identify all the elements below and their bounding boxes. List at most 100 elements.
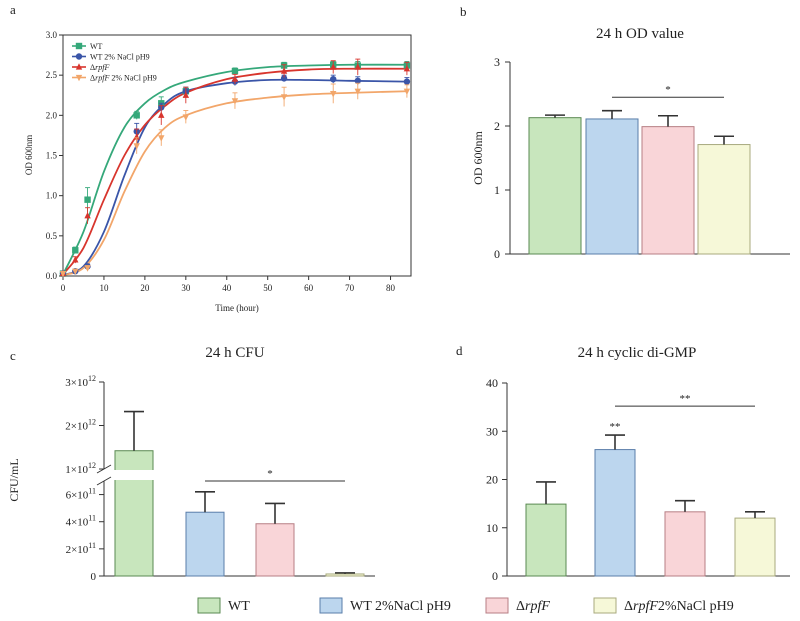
panel-a-legend-label: ΔrpfF (90, 63, 109, 72)
bar (697, 144, 751, 255)
panel-a-legend-marker (75, 74, 83, 82)
panel-a-data-point (403, 88, 411, 96)
panel-a-legend-label: ΔrpfF 2% NaCl pH9 (90, 74, 157, 83)
panel-c-significance: * (205, 468, 345, 482)
panel-a-x-label: Time (hour) (215, 303, 258, 313)
panel-c-y-tick-label: 6×1011 (66, 487, 96, 502)
panel-c-y-tick-exponent: 11 (88, 541, 96, 550)
panel-a-x-tick-label: 30 (181, 283, 191, 293)
bar (185, 511, 225, 577)
panel-c-y-tick-label: 0 (91, 571, 97, 583)
panel-c-y-tick-base: 2×10 (65, 421, 88, 433)
panel-a-data-point (354, 77, 361, 84)
legend-text: 2%NaCl pH9 (658, 599, 734, 614)
panel-a-y-tick-label: 3.0 (46, 30, 58, 40)
panel-c-cfu-chart: 24 h CFU CFU/mL 02×10114×10116×10111×101… (7, 345, 375, 583)
bar (525, 503, 567, 577)
bar (734, 517, 776, 577)
panel-b-od-chart: 24 h OD value OD 600nm 0 1 2 3 * (471, 26, 790, 261)
panel-b-title: 24 h OD value (596, 26, 684, 42)
panel-a-curves (62, 63, 407, 277)
bar (528, 117, 582, 255)
panel-a-x-tick-label: 20 (140, 283, 150, 293)
panel-c-y-tick-base: 6×10 (66, 490, 89, 502)
panel-a-legend-marker (75, 53, 83, 60)
panel-a-data-point (158, 135, 165, 142)
panel-a-y-tick-label: 2.0 (46, 110, 58, 120)
panel-a-series-line (62, 78, 407, 277)
panel-a-x-tick-label: 60 (304, 283, 314, 293)
significance-label: ** (680, 393, 691, 405)
panel-c-y-tick-label: 1×1012 (65, 461, 96, 476)
bar (664, 511, 706, 577)
panel-b-y-ticks: 0 1 2 3 (494, 55, 510, 261)
panel-a-series-line (62, 63, 407, 275)
panel-c-y-tick-base: 1×10 (65, 464, 88, 476)
legend-gene: rpfF (633, 599, 658, 614)
panel-a-y-label: OD 600nm (24, 135, 34, 175)
bar (325, 573, 365, 577)
panel-b-y-tick-label: 0 (494, 247, 500, 261)
panel-a-data-point (330, 63, 337, 70)
bottom-legend: WT WT 2%NaCl pH9 ΔrpfF ΔrpfF2%NaCl pH9 (197, 597, 734, 614)
bar (594, 449, 636, 577)
panel-a-legend-gene: rpfF (95, 63, 109, 72)
panel-c-y-tick-text: 0 (91, 571, 97, 583)
panel-d-significance: ** (615, 393, 755, 407)
bar (641, 126, 695, 255)
panel-b-significance: * (612, 84, 724, 98)
panel-a-data-point (280, 67, 288, 74)
panel-a-legend-label: WT (90, 42, 103, 51)
panel-a-x-tick-label: 70 (345, 283, 355, 293)
panel-c-y-tick-exponent: 12 (88, 374, 96, 383)
panel-a-y-ticks: 0.0 0.5 1.0 1.5 2.0 2.5 3.0 (46, 30, 63, 281)
panel-a-legend-delta: Δ (90, 63, 95, 72)
significance-label: * (267, 468, 273, 480)
panel-c-y-tick-base: 4×10 (66, 517, 89, 529)
panel-a-data-point (158, 111, 165, 118)
panel-a-data-point (403, 78, 411, 85)
panel-a-x-tick-label: 0 (61, 283, 66, 293)
panel-d-y-tick-label: 30 (486, 424, 498, 438)
panel-b-y-tick-label: 1 (494, 183, 500, 197)
panel-a-y-tick-label: 0.0 (46, 271, 58, 281)
panel-d-y-tick-label: 0 (492, 569, 498, 583)
panel-b-y-label: OD 600nm (471, 131, 485, 185)
panel-a-x-tick-label: 80 (386, 283, 396, 293)
panel-a-points (59, 58, 411, 278)
panel-a-data-point (280, 94, 288, 101)
panel-a-growth-chart: 0 10 20 30 40 50 60 70 80 0.00.51.01.52.02.53.0 … (24, 30, 412, 313)
panel-c-y-tick-exponent: 11 (88, 487, 96, 496)
panel-c-y-tick-label: 4×1011 (66, 514, 96, 529)
panel-a-legend-marker (75, 42, 83, 50)
significance-label: * (665, 84, 671, 96)
panel-a-legend-gene: rpfF (95, 74, 109, 83)
legend-label: WT 2%NaCl pH9 (350, 599, 451, 614)
panel-letter-d: d (456, 343, 463, 358)
legend-delta: Δ (516, 599, 525, 614)
bar-axis-break-gap (114, 470, 154, 480)
panel-a-data-point (182, 114, 190, 121)
panel-d-cdg-chart: 24 h cyclic di-GMP 0 10 20 30 40 ** ** (486, 345, 790, 583)
panel-a-data-point (72, 247, 79, 254)
panel-d-bars: ** (525, 421, 776, 577)
legend-swatch (197, 597, 221, 614)
panel-a-y-tick-label: 1.5 (46, 151, 58, 161)
panel-b-y-tick-label: 2 (494, 119, 500, 133)
panel-a-legend-marker (75, 63, 83, 70)
bar (114, 450, 154, 577)
panel-a-legend-suffix: 2% NaCl pH9 (109, 74, 156, 83)
bar (585, 118, 639, 255)
panel-a-y-tick-label: 1.0 (46, 191, 58, 201)
panel-c-y-tick-label: 3×1012 (65, 374, 96, 389)
panel-letter-a: a (10, 2, 16, 17)
legend-label: ΔrpfF2%NaCl pH9 (624, 599, 734, 614)
panel-c-title: 24 h CFU (205, 345, 264, 361)
panel-a-series-line (62, 67, 407, 275)
panel-a-data-point (280, 75, 288, 82)
legend-label: WT (228, 599, 250, 614)
panel-a-data-point (330, 75, 337, 83)
panel-a-data-point (72, 256, 79, 263)
